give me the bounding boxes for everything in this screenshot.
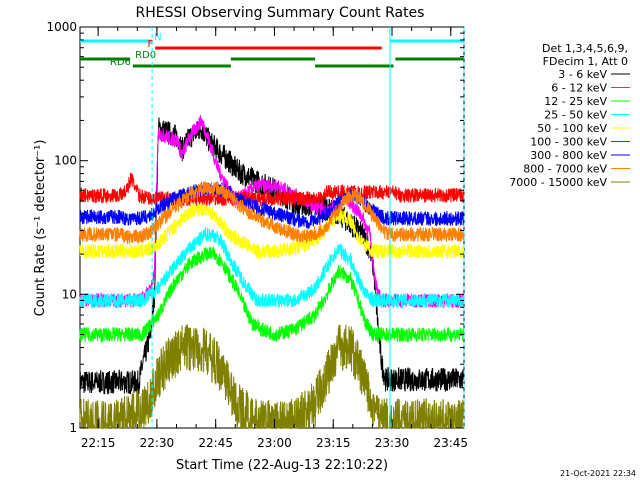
x-tick-label: 23:15 — [316, 436, 351, 450]
legend-label: 25 - 50 keV — [544, 109, 607, 122]
series-line — [79, 172, 465, 208]
x-tick-label: 22:15 — [81, 436, 116, 450]
legend-label: 300 - 800 keV — [530, 149, 607, 162]
series-line — [79, 246, 465, 344]
y-axis: 1 10 100 1000 — [46, 20, 464, 435]
x-tick-label: 23:45 — [433, 436, 468, 450]
footer-date: 21-Oct-2021 22:34 — [560, 469, 636, 478]
state-bar-label: RD0 — [135, 50, 156, 61]
legend-label: 800 - 7000 keV — [523, 163, 607, 176]
y-axis-label: Count Rate (s⁻¹ detector⁻¹) — [33, 140, 48, 317]
legend-header: FDecim 1, Att 0 — [543, 55, 628, 68]
legend-label: 12 - 25 keV — [544, 95, 607, 108]
y-tick-label: 100 — [54, 154, 77, 168]
series-line — [79, 181, 465, 244]
legend-label: 100 - 300 keV — [530, 136, 607, 149]
series-line — [79, 227, 465, 310]
series-line — [79, 324, 465, 430]
y-tick-label: 1000 — [46, 20, 77, 34]
x-tick-label: 22:45 — [198, 436, 233, 450]
legend-label: 3 - 6 keV — [558, 68, 607, 81]
state-bar-label: F — [147, 39, 153, 50]
legend: Det 1,3,4,5,6,9,FDecim 1, Att 03 - 6 keV… — [509, 42, 630, 189]
series-layer — [79, 114, 465, 430]
x-tick-label: 22:30 — [140, 436, 175, 450]
x-tick-label: 23:30 — [375, 436, 410, 450]
chart-title: RHESSI Observing Summary Count Rates — [136, 5, 425, 21]
x-axis-label: Start Time (22-Aug-13 22:10:22) — [176, 458, 388, 473]
series-line — [79, 203, 465, 260]
state-bar-label: N — [154, 32, 161, 43]
legend-label: 50 - 100 keV — [537, 122, 607, 135]
state-bar-label: RD6 — [110, 57, 131, 68]
y-tick-label: 10 — [62, 287, 77, 301]
x-tick-label: 23:00 — [257, 436, 292, 450]
legend-header: Det 1,3,4,5,6,9, — [542, 42, 628, 55]
series-line — [79, 181, 465, 230]
legend-label: 7000 - 15000 keV — [509, 176, 607, 189]
annotation-layer — [151, 27, 465, 428]
x-axis: 22:15 22:30 22:45 23:00 23:15 23:30 23:45 — [81, 27, 468, 450]
y-tick-label: 1 — [69, 421, 77, 435]
legend-label: 6 - 12 keV — [551, 82, 607, 95]
